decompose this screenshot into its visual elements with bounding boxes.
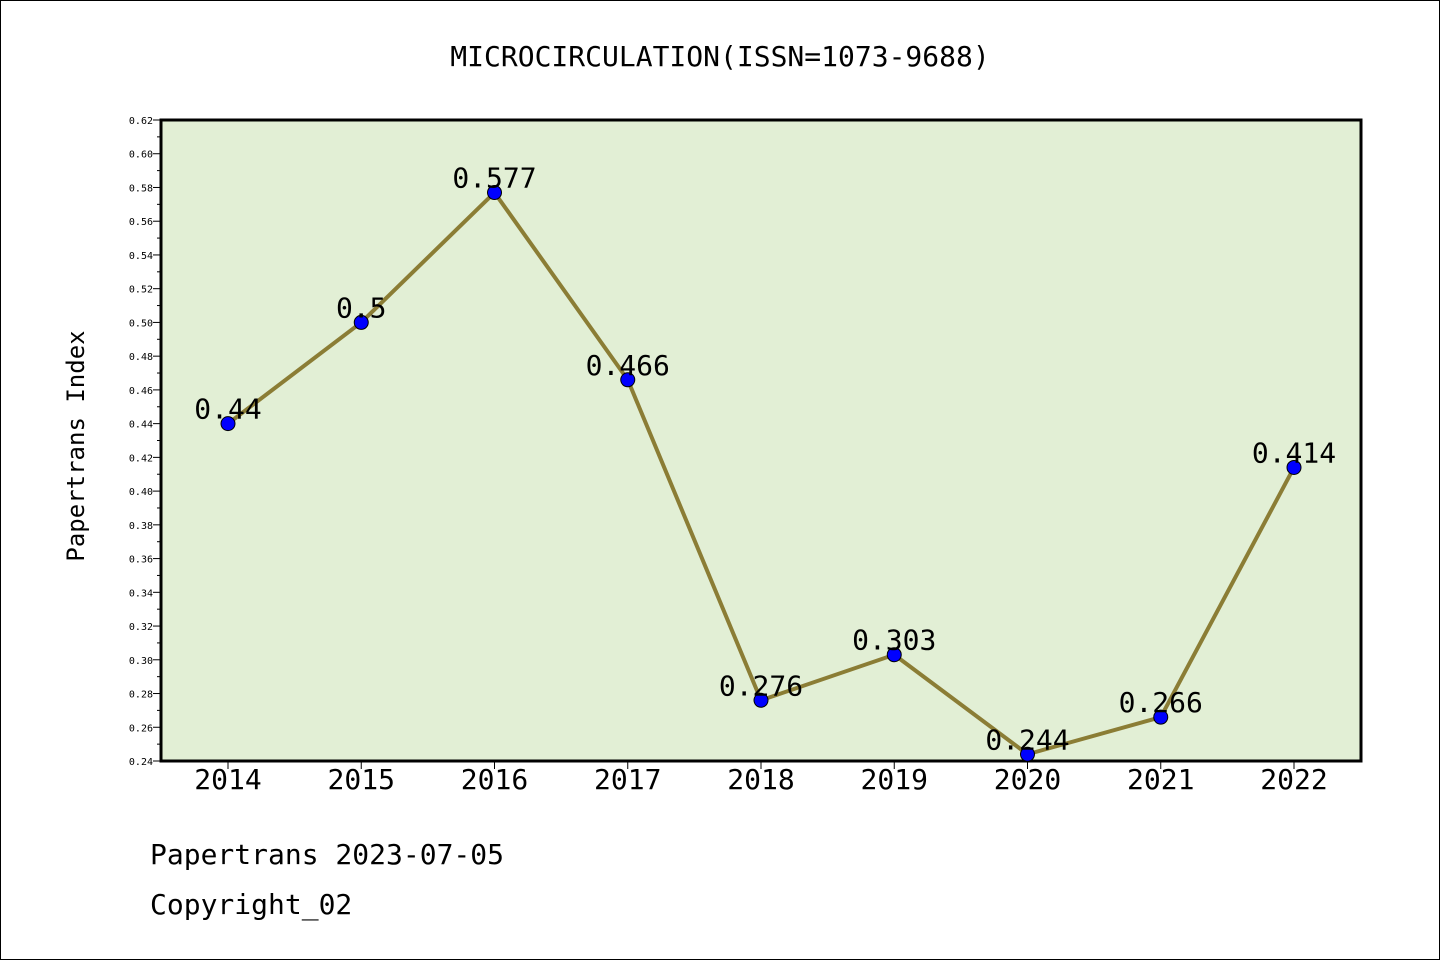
x-tick-label: 2017 — [594, 763, 661, 796]
footer-copyright: Copyright_02 — [150, 888, 352, 922]
x-tick-label: 2020 — [994, 763, 1061, 796]
footer-date: Papertrans 2023-07-05 — [150, 838, 504, 871]
y-tick-label: 0.62 — [129, 116, 153, 127]
data-label: 0.414 — [1252, 436, 1336, 469]
y-tick-label: 0.44 — [129, 420, 153, 431]
y-tick-label: 0.50 — [129, 318, 153, 329]
series-group — [220, 185, 1302, 762]
chart-title: MICROCIRCULATION(ISSN=1073-9688) — [450, 40, 989, 73]
data-point — [1286, 459, 1302, 475]
x-tick-label: 2022 — [1260, 763, 1327, 796]
data-point — [220, 416, 236, 432]
data-label: 0.303 — [852, 624, 936, 657]
y-tick-label: 0.36 — [129, 555, 153, 566]
data-label: 0.5 — [336, 291, 387, 324]
x-tick-label: 2018 — [727, 763, 794, 796]
y-tick-label: 0.60 — [129, 150, 153, 161]
y-tick-label: 0.34 — [129, 588, 153, 599]
data-label: 0.276 — [719, 669, 803, 702]
y-tick-label: 0.30 — [129, 656, 153, 667]
x-tick-label: 2019 — [861, 763, 928, 796]
x-tick-label: 2014 — [194, 763, 261, 796]
data-point — [753, 692, 769, 708]
data-point — [1020, 746, 1035, 762]
y-tick-label: 0.48 — [129, 352, 153, 363]
y-tick-label: 0.26 — [129, 723, 153, 734]
data-label: 0.577 — [452, 162, 536, 195]
x-axis: 2014 2015 2016 2017 2018 2019 2020 2021 2022 — [194, 761, 1328, 796]
y-tick-label: 0.42 — [129, 453, 153, 464]
y-tick-label: 0.56 — [129, 217, 153, 228]
data-label: 0.244 — [985, 723, 1069, 756]
y-tick-label: 0.28 — [129, 690, 153, 701]
data-point — [353, 314, 369, 330]
y-tick-label: 0.58 — [129, 183, 153, 194]
plot-area — [159, 118, 1363, 763]
y-tick-label: 0.24 — [129, 757, 153, 768]
y-tick-label: 0.54 — [129, 251, 153, 262]
data-point — [886, 647, 902, 663]
y-tick-label: 0.46 — [129, 386, 153, 397]
y-tick-label: 0.40 — [129, 487, 153, 498]
data-label: 0.266 — [1119, 686, 1203, 719]
x-tick-label: 2021 — [1127, 763, 1194, 796]
y-tick-label: 0.52 — [129, 285, 153, 296]
data-point — [487, 185, 502, 201]
data-label: 0.466 — [586, 349, 670, 382]
y-axis-label: Papertrans Index — [62, 330, 90, 561]
y-tick-label: 0.32 — [129, 622, 153, 633]
data-point — [1153, 709, 1169, 725]
x-tick-label: 2016 — [461, 763, 528, 796]
x-tick-label: 2015 — [328, 763, 395, 796]
y-tick-label: 0.38 — [129, 521, 153, 532]
y-axis: 0.24 0.26 0.28 0.30 0.32 0.34 0.36 0.38 0.40 0.42… — [129, 116, 161, 768]
data-point — [620, 372, 636, 388]
data-label: 0.44 — [194, 393, 261, 426]
data-labels: 0.44 0.5 0.577 0.466 0.276 0.303 0.244 0.266 0.4… — [194, 162, 1336, 757]
